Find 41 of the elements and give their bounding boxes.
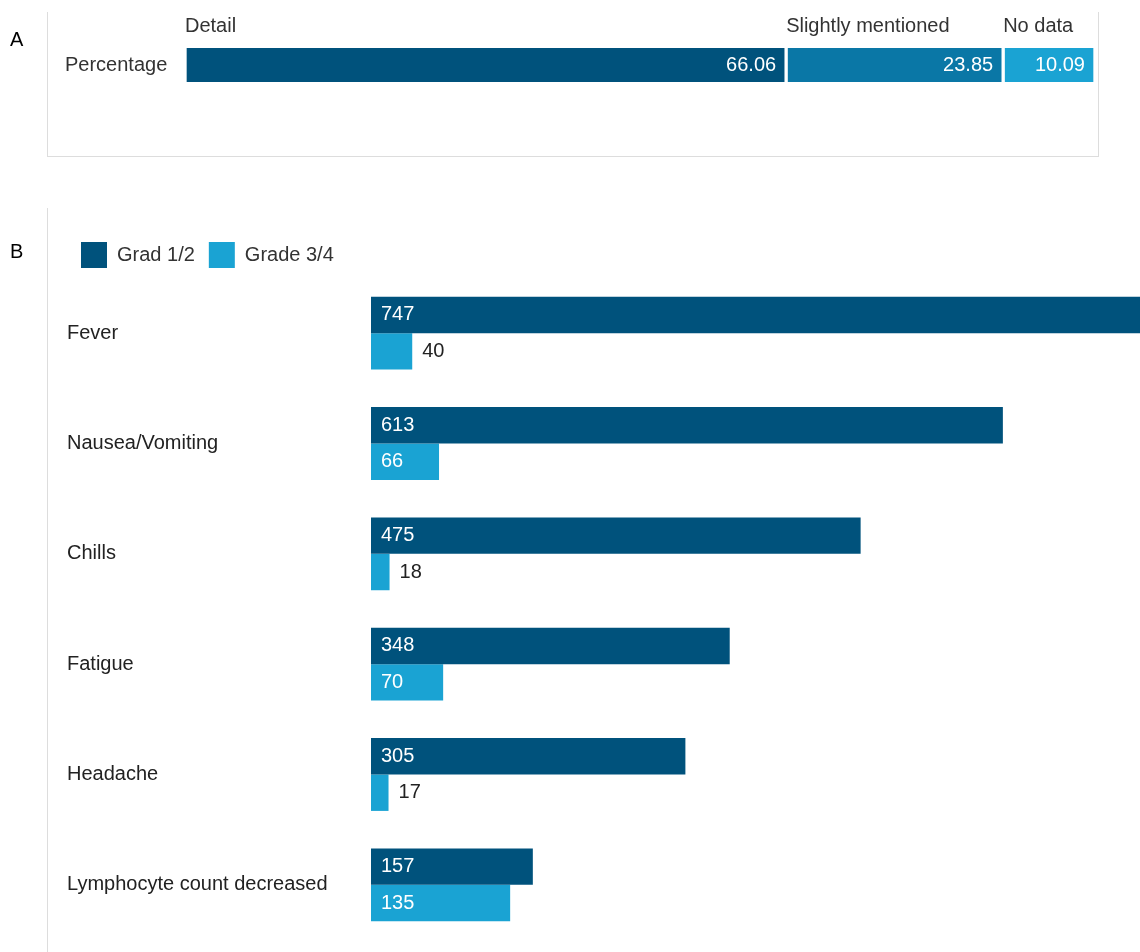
series-label: Slightly mentioned (786, 14, 950, 37)
series-label: No data (1003, 14, 1074, 37)
bar (371, 517, 861, 554)
bar (371, 627, 730, 665)
data-label: 66.06 (726, 52, 777, 75)
data-label: 17 (398, 780, 421, 803)
y-tick-label: Fatigue (67, 651, 134, 674)
bar (371, 553, 390, 591)
legend-label: Grade 3/4 (244, 242, 334, 265)
y-tick-label: Headache (67, 762, 159, 785)
data-label: 305 (381, 743, 415, 766)
data-label: 40 (422, 338, 445, 361)
legend-label: Grad 1/2 (117, 242, 195, 265)
data-label: 23.85 (943, 52, 994, 75)
text: A (10, 28, 24, 51)
data-label: 475 (381, 523, 415, 546)
data-label: 10.09 (1034, 52, 1085, 75)
bar (371, 407, 1003, 444)
data-label: 747 (381, 302, 415, 325)
bar (371, 884, 511, 922)
data-label: 157 (381, 854, 415, 877)
bar (371, 296, 1140, 334)
bar (371, 333, 413, 370)
bar (371, 738, 686, 775)
bar (371, 664, 444, 701)
y-tick-label: Fever (67, 320, 119, 343)
bar (371, 848, 533, 885)
data-label: 66 (381, 449, 404, 472)
bar (371, 443, 440, 480)
text: B (10, 240, 24, 263)
y-tick-label: Nausea/Vomiting (67, 431, 219, 454)
bar (371, 774, 389, 811)
y-tick-label: Chills (67, 541, 116, 564)
data-label: 135 (381, 890, 415, 913)
data-label: 613 (381, 412, 415, 435)
y-tick-label: Percentage (65, 52, 168, 75)
data-label: 70 (381, 669, 404, 692)
data-label: 348 (381, 633, 415, 656)
series-label: Detail (185, 14, 237, 37)
data-label: 18 (399, 559, 422, 582)
y-tick-label: Lymphocyte count decreased (67, 872, 328, 895)
